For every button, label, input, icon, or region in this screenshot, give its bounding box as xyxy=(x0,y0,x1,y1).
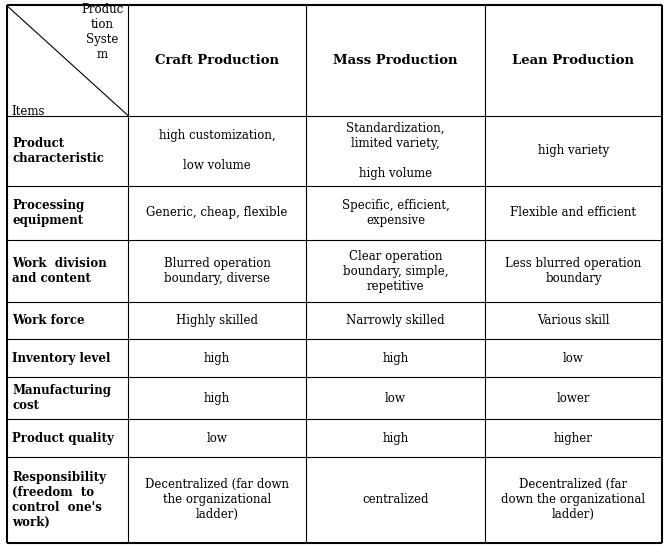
Text: Blurred operation
boundary, diverse: Blurred operation boundary, diverse xyxy=(164,257,270,285)
Text: Flexible and efficient: Flexible and efficient xyxy=(510,206,636,219)
Text: high: high xyxy=(383,352,409,364)
Text: Highly skilled: Highly skilled xyxy=(176,315,258,327)
Text: lower: lower xyxy=(557,392,590,404)
Text: Craft Production: Craft Production xyxy=(155,54,279,67)
Text: high: high xyxy=(383,432,409,444)
Text: low: low xyxy=(207,432,227,444)
Text: Clear operation
boundary, simple,
repetitive: Clear operation boundary, simple, repeti… xyxy=(343,249,448,293)
Text: Produc
tion
Syste
m: Produc tion Syste m xyxy=(81,3,123,61)
Text: Generic, cheap, flexible: Generic, cheap, flexible xyxy=(147,206,288,219)
Text: centralized: centralized xyxy=(362,493,429,506)
Text: Product quality: Product quality xyxy=(12,432,114,444)
Text: Inventory level: Inventory level xyxy=(12,352,110,364)
Text: Decentralized (far
down the organizational
ladder): Decentralized (far down the organization… xyxy=(501,478,646,521)
Text: high: high xyxy=(204,392,230,404)
Text: low: low xyxy=(385,392,406,404)
Text: high variety: high variety xyxy=(538,144,609,157)
Text: Work  division
and content: Work division and content xyxy=(12,257,107,285)
Text: Items: Items xyxy=(11,105,45,118)
Text: Specific, efficient,
expensive: Specific, efficient, expensive xyxy=(342,199,450,227)
Text: Manufacturing
cost: Manufacturing cost xyxy=(12,384,111,412)
Text: high: high xyxy=(204,352,230,364)
Text: low: low xyxy=(563,352,584,364)
Text: Lean Production: Lean Production xyxy=(512,54,634,67)
Text: higher: higher xyxy=(554,432,593,444)
Text: Product
characteristic: Product characteristic xyxy=(12,136,104,164)
Text: Mass Production: Mass Production xyxy=(333,54,458,67)
Text: Less blurred operation
boundary: Less blurred operation boundary xyxy=(505,257,642,285)
Text: Decentralized (far down
the organizational
ladder): Decentralized (far down the organization… xyxy=(145,478,289,521)
Text: Narrowly skilled: Narrowly skilled xyxy=(346,315,445,327)
Text: Responsibility
(freedom  to
control  one's
work): Responsibility (freedom to control one's… xyxy=(12,471,106,529)
Text: Work force: Work force xyxy=(12,315,85,327)
Text: Various skill: Various skill xyxy=(537,315,609,327)
Text: Standardization,
limited variety,

high volume: Standardization, limited variety, high v… xyxy=(347,122,445,180)
Text: Processing
equipment: Processing equipment xyxy=(12,199,84,227)
Text: high customization,

low volume: high customization, low volume xyxy=(159,129,276,172)
